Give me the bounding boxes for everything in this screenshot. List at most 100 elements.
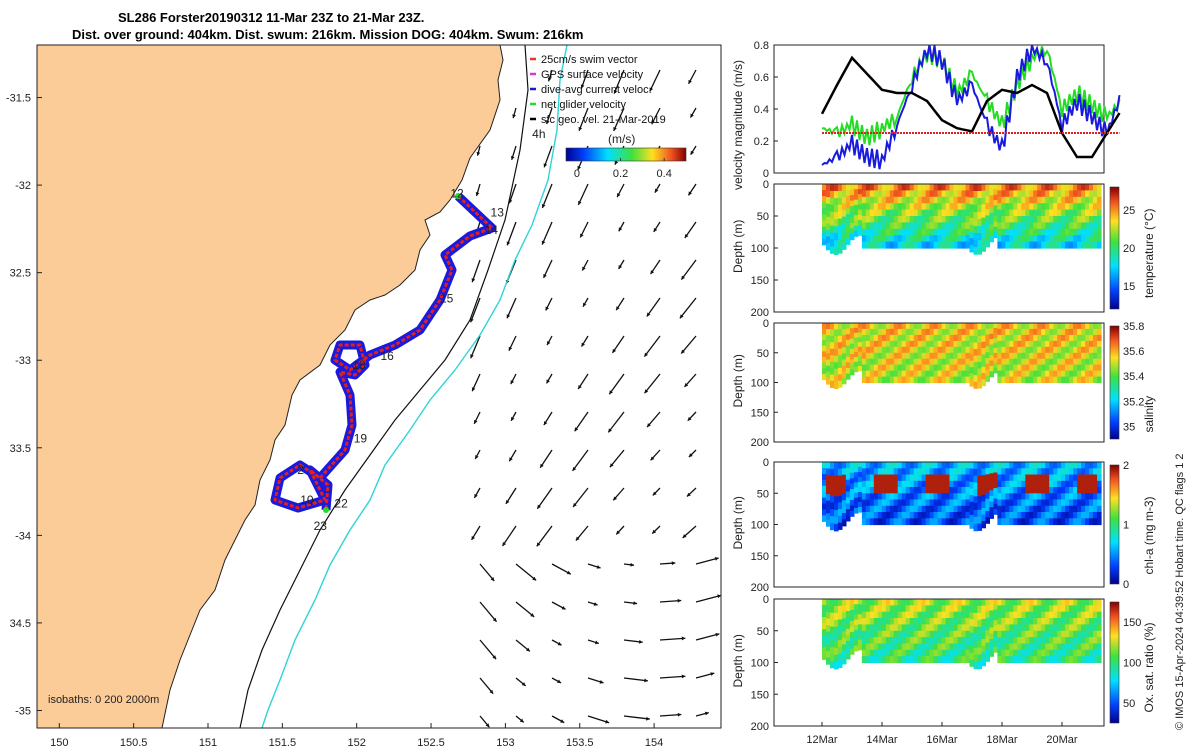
profile-cell [837,184,843,192]
profile-cell [1025,241,1030,249]
profile-cell [889,203,895,211]
profile-cell [929,346,935,354]
profile-cell [1001,656,1006,664]
profile-cell [865,480,871,488]
profile-cell [1005,334,1010,342]
current-arrowhead [492,655,497,660]
profile-cell [965,352,971,360]
profile-cell [1057,462,1062,469]
profile-cell [1049,370,1054,378]
profile-cell [841,506,847,514]
profile-cell [949,334,955,342]
profile-cell [913,184,919,191]
profile-cell [1057,334,1062,342]
profile-cell [853,462,859,468]
profile-cell [1053,340,1058,348]
current-arrowhead [704,711,709,716]
profile-cell [822,641,827,648]
profile-cell [901,611,907,619]
profile-cell [961,462,967,469]
profile-cell [977,654,982,662]
profile-cell [973,362,979,370]
profile-cell [1021,611,1026,619]
colorbar-label: chl-a (mg m-3) [1142,496,1156,574]
profile-cell [841,481,847,489]
profile-cell [941,599,947,606]
profile-cell [881,618,887,625]
profile-cell [1093,203,1098,211]
profile-cell [1017,637,1022,645]
profile-cell [865,512,871,519]
profile-cell [1037,624,1042,632]
profile-cell [985,375,990,382]
profile-cell [885,370,891,378]
profile-cell [1097,611,1102,619]
profile-cell [1005,480,1010,488]
profile-cell [830,348,835,356]
colorbar-tick-label: 35.2 [1123,396,1144,408]
profile-cell [913,493,919,501]
profile-cell [1033,505,1038,513]
profile-cell [837,462,843,470]
profile-cell [1057,480,1062,488]
profile-cell [1049,216,1054,223]
current-arrowhead [646,716,650,721]
profile-cell [869,474,875,482]
profile-cell [957,346,963,354]
profile-cell [1017,474,1022,482]
profile-cell [845,334,851,341]
profile-cell [1045,474,1050,482]
profile-cell [961,468,967,476]
profile-cell [1061,643,1066,651]
profile-cell [885,358,891,366]
profile-cell [849,211,855,218]
profile-cell [973,475,979,484]
profile-cell [1029,493,1034,501]
profile-cell [997,235,1002,243]
profile-cell [933,605,939,613]
profile-cell [949,346,955,354]
profile-cell [905,241,911,249]
profile-cell [865,518,871,526]
profile-cell [925,370,931,378]
profile-cell [917,190,923,198]
depth-tick-label: 100 [751,378,769,390]
profile-cell [969,659,975,667]
profile-cell [945,474,951,482]
profile-cell [1005,209,1010,217]
profile-cell [929,462,935,469]
profile-cell [1025,209,1030,217]
profile-cell [822,473,827,481]
current-arrowhead [715,632,720,637]
profile-cell [917,630,923,638]
current-arrowhead [690,113,694,118]
profile-cell [945,649,951,657]
profile-cell [1021,352,1026,360]
profile-cell [1065,480,1070,488]
colorbar-tick-label: 35.6 [1123,346,1144,358]
profile-cell [826,500,831,508]
profile-cell [869,216,875,223]
profile-cell [1061,462,1066,469]
profile-cell [989,462,994,469]
profile-cell [901,376,907,384]
profile-cell [893,518,899,526]
profile-cell [1045,637,1050,645]
profile-cell [885,235,891,243]
profile-cell [873,493,879,501]
current-arrowhead [684,383,689,387]
legend-label: sfc geo. vel. 21-Mar-2019 [541,114,666,126]
profile-cell [861,611,867,619]
profile-cell [909,352,915,360]
profile-cell [1073,376,1078,384]
profile-cell [929,480,935,488]
profile-cell [869,505,875,513]
profile-cell [1025,656,1030,664]
profile-cell [1005,462,1010,469]
current-arrowhead [686,492,691,497]
profile-cell [826,223,831,231]
profile-cell [830,633,835,641]
profile-cell [997,323,1002,330]
profile-cell [973,355,979,363]
